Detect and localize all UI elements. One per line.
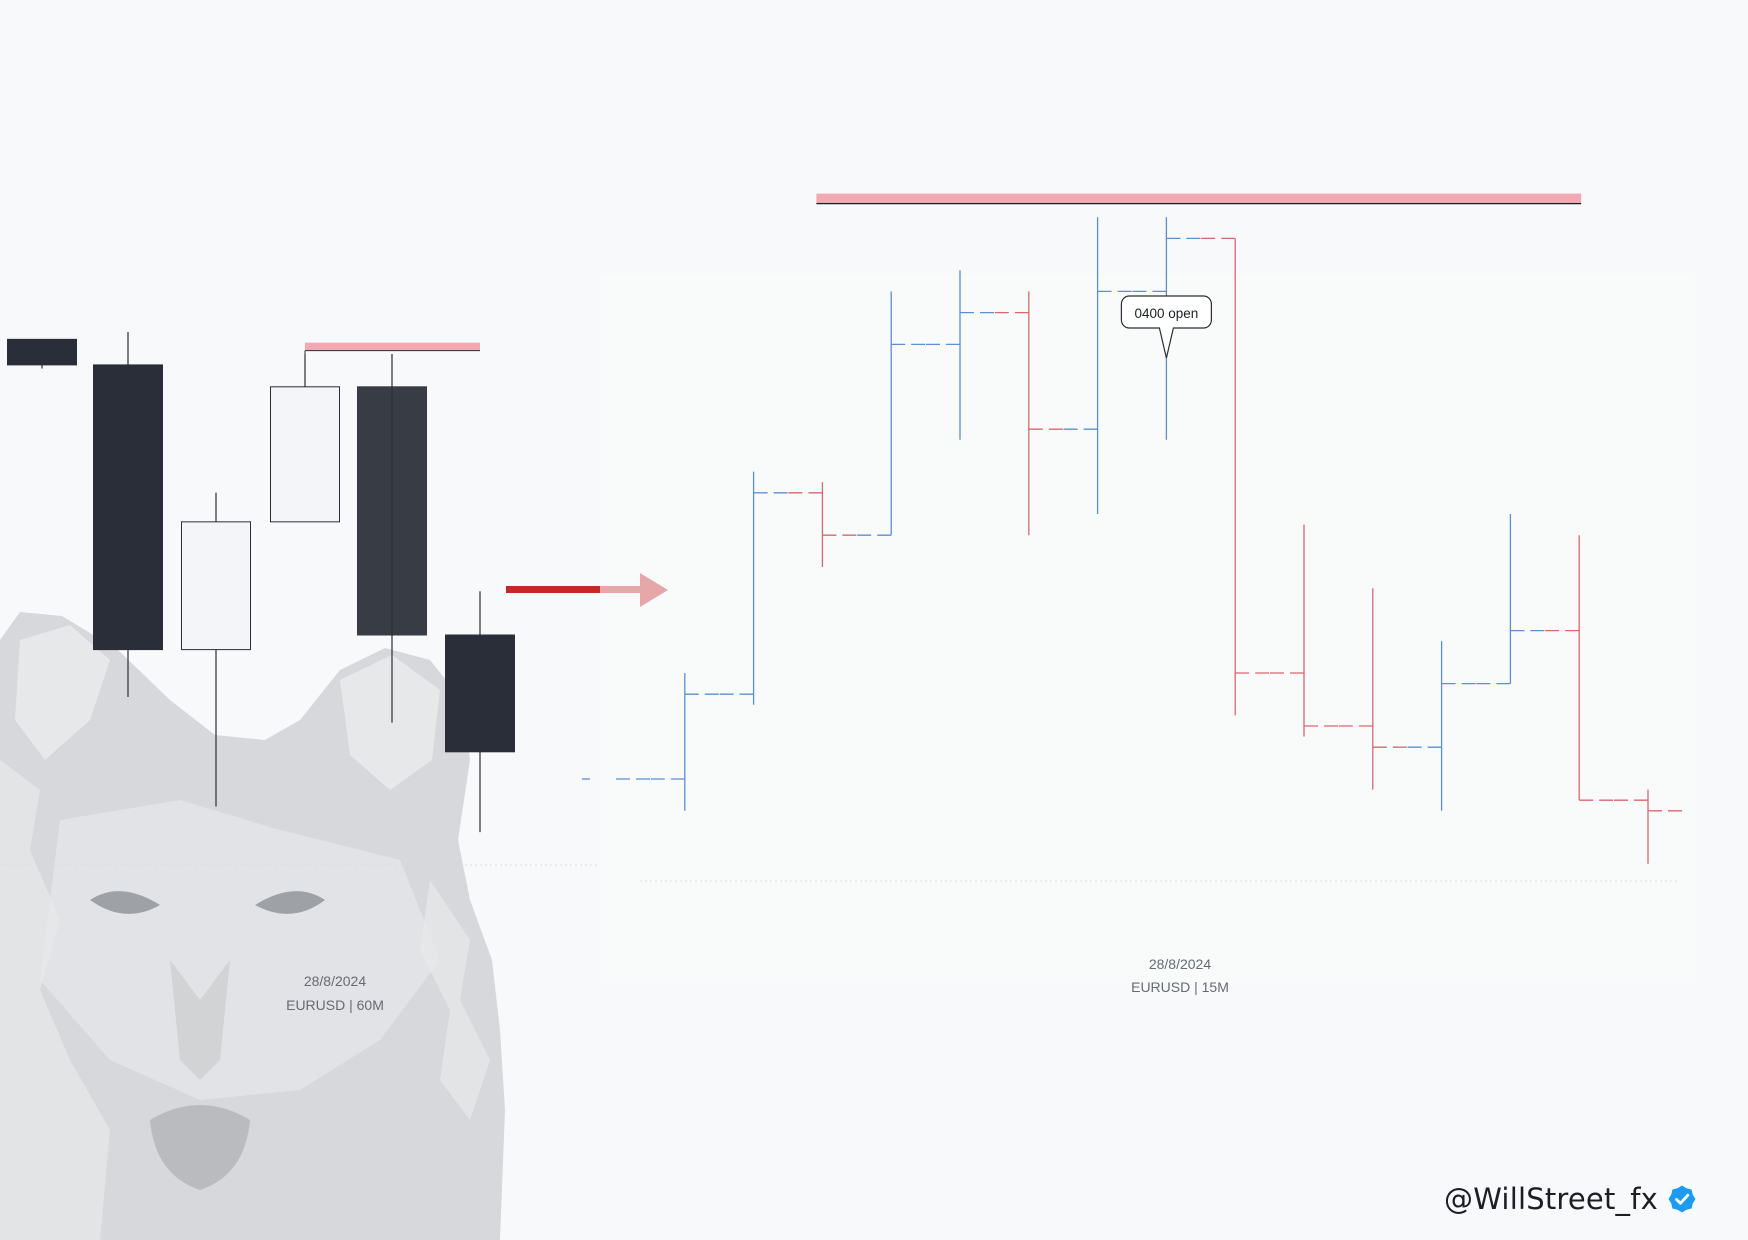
callout-bubble bbox=[1120, 295, 1212, 359]
wolf-left-eye bbox=[90, 891, 160, 914]
left-candle-3 bbox=[270, 386, 340, 523]
wolf-right-fur bbox=[420, 880, 490, 1120]
left-candle-0 bbox=[7, 338, 77, 366]
left-candle-5 bbox=[445, 634, 515, 753]
left-level-highlight bbox=[305, 342, 480, 351]
left-chart-label: EURUSD | 60M bbox=[286, 997, 384, 1013]
arrow-shaft bbox=[506, 586, 644, 593]
wolf-head-watermark bbox=[0, 612, 505, 1240]
verified-badge-icon bbox=[1668, 1185, 1696, 1213]
left-chart-date: 28/8/2024 bbox=[303, 973, 367, 989]
wolf-face bbox=[40, 800, 440, 1100]
right-chart-label: EURUSD | 15M bbox=[1131, 979, 1229, 995]
left-candlestick-chart bbox=[0, 332, 600, 866]
left-candle-4 bbox=[357, 386, 427, 636]
author-handle[interactable]: @WillStreet_fx bbox=[1444, 1182, 1696, 1216]
wolf-right-eye bbox=[255, 891, 325, 914]
callout-text: 0400 open bbox=[1134, 306, 1198, 321]
wolf-left-ear bbox=[15, 625, 110, 760]
right-chart-date: 28/8/2024 bbox=[1148, 956, 1212, 972]
author-handle-text: @WillStreet_fx bbox=[1444, 1182, 1658, 1216]
left-candle-2 bbox=[181, 521, 251, 651]
wolf-right-ear bbox=[340, 655, 440, 790]
wolf-muzzle bbox=[170, 960, 230, 1080]
right-ohlc-chart: 0400 open bbox=[582, 193, 1695, 985]
left-candle-1 bbox=[93, 364, 163, 651]
right-level-highlight bbox=[816, 193, 1582, 203]
wolf-cheek-fur bbox=[0, 760, 110, 1240]
wolf-nose bbox=[150, 1105, 250, 1190]
